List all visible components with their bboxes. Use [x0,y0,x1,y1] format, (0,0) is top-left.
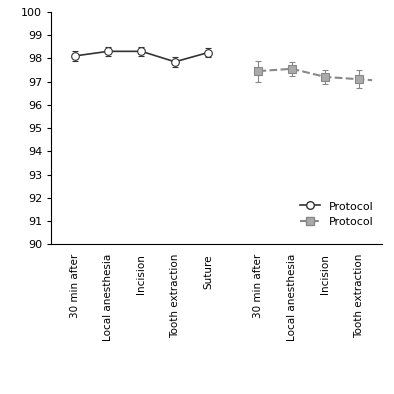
Legend: Protocol, Protocol: Protocol, Protocol [300,201,373,227]
